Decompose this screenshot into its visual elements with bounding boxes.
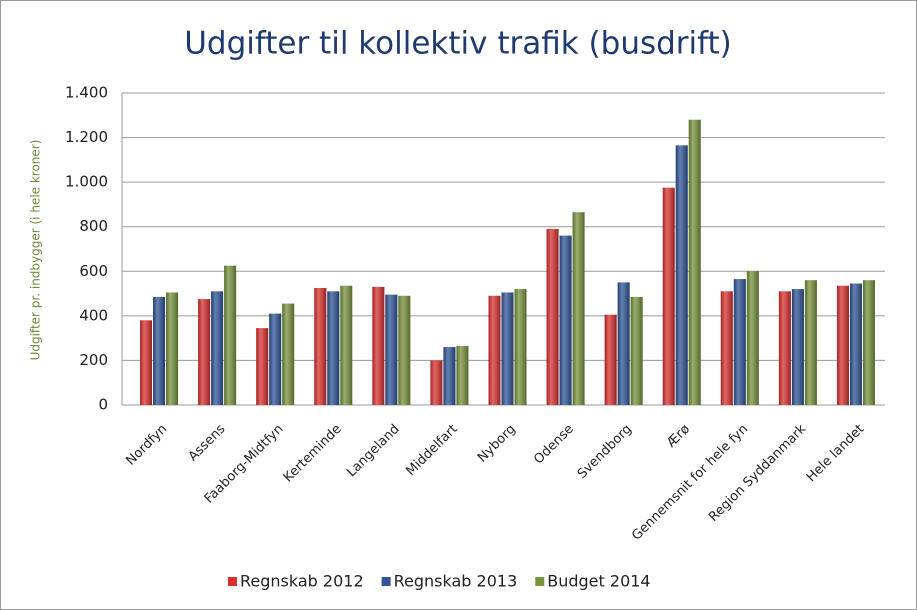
bar-shade bbox=[456, 345, 469, 405]
bar-shade bbox=[514, 289, 527, 405]
bar-shade bbox=[688, 119, 701, 405]
bar-shade bbox=[746, 271, 759, 405]
bar-shade bbox=[617, 282, 630, 405]
bar-shade bbox=[198, 299, 211, 405]
bar-shade bbox=[804, 280, 817, 405]
bar-shade bbox=[572, 212, 585, 405]
bar-shade bbox=[372, 286, 385, 405]
bar-shade bbox=[604, 314, 617, 405]
bar-shade bbox=[153, 296, 166, 405]
y-tick-label: 1.200 bbox=[65, 128, 108, 146]
y-tick-label: 0 bbox=[98, 396, 108, 414]
y-tick-label: 200 bbox=[79, 351, 108, 369]
y-tick-label: 1.400 bbox=[65, 84, 108, 102]
bar-shade bbox=[675, 145, 688, 405]
bar-shade bbox=[430, 360, 443, 405]
bar-shade bbox=[720, 291, 733, 405]
bar-shade bbox=[269, 313, 282, 405]
y-axis-label: Udgifter pr. indbygger (i hele kroner) bbox=[29, 140, 43, 361]
legend-swatch bbox=[535, 577, 545, 586]
legend-label: Regnskab 2012 bbox=[240, 572, 364, 591]
bar-shade bbox=[211, 291, 224, 405]
y-tick-label: 600 bbox=[79, 262, 108, 280]
bar-shade bbox=[224, 265, 237, 405]
bar-shade bbox=[630, 296, 643, 405]
legend-label: Budget 2014 bbox=[547, 572, 650, 591]
bar-shade bbox=[778, 291, 791, 405]
bar-shade bbox=[166, 292, 179, 405]
bar-shade bbox=[282, 303, 295, 405]
bar-shade bbox=[546, 228, 559, 405]
legend-swatch bbox=[228, 577, 237, 586]
bar-shade bbox=[327, 291, 340, 405]
bar-shade bbox=[733, 279, 746, 405]
bar-shade bbox=[501, 292, 514, 405]
bar-shade bbox=[443, 347, 456, 405]
bar-shade bbox=[385, 294, 398, 405]
y-tick-label: 1.000 bbox=[65, 173, 108, 191]
legend-swatch bbox=[381, 577, 391, 586]
bar-shade bbox=[488, 295, 501, 405]
bar-shade bbox=[862, 280, 875, 405]
legend-label: Regnskab 2013 bbox=[394, 572, 518, 591]
bar-shade bbox=[836, 285, 849, 405]
bar-shade bbox=[559, 235, 572, 405]
bar-shade bbox=[256, 328, 269, 405]
bar-shade bbox=[314, 288, 327, 405]
bar-shade bbox=[398, 295, 411, 405]
y-tick-label: 400 bbox=[79, 306, 108, 324]
chart-title: Udgifter til kollektiv trafik (busdrift) bbox=[184, 26, 732, 62]
bar-shade bbox=[791, 289, 804, 405]
bar-shade bbox=[849, 283, 862, 405]
bar-shade bbox=[140, 320, 153, 405]
bar-shade bbox=[662, 187, 675, 405]
bar-shade bbox=[340, 285, 353, 405]
y-tick-label: 800 bbox=[79, 217, 108, 235]
